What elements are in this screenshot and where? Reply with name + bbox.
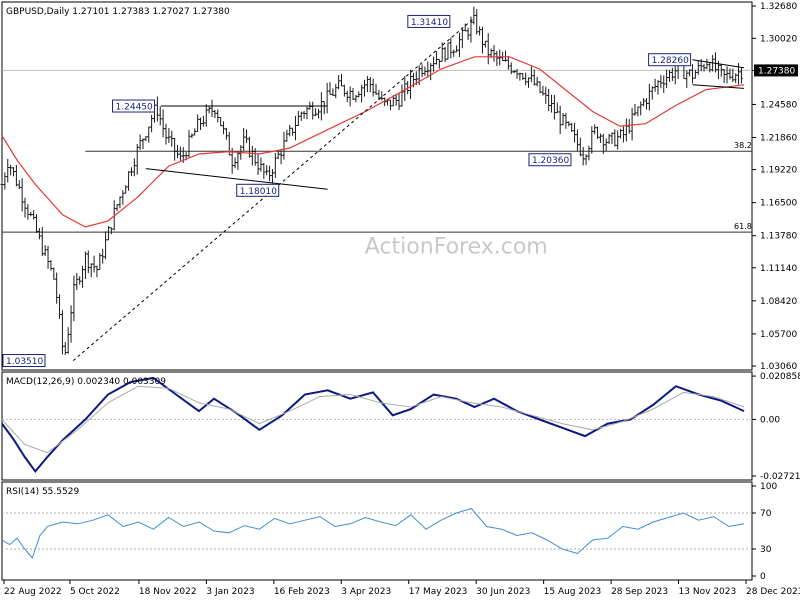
price-ytick-label: 1.19220 [760, 166, 797, 176]
macd-ytick-label: 0.020858 [760, 372, 800, 382]
price-ytick-label: 1.08420 [760, 297, 797, 307]
macd-ytick-label: 0.00 [760, 415, 780, 425]
x-tick-label: 15 Aug 2023 [544, 587, 602, 597]
watermark: ActionForex.com [365, 235, 548, 260]
macd-series-line [1, 385, 745, 454]
rsi-ytick-label: 30 [760, 545, 772, 555]
price-ytick-label: 1.13780 [760, 232, 797, 242]
x-tick-label: 28 Dec 2023 [746, 587, 800, 597]
chart-header: GBPUSD,Daily 1.27101 1.27383 1.27027 1.2… [6, 7, 230, 17]
x-tick-label: 16 Feb 2023 [274, 587, 330, 597]
fib-level-label: 38.2 [734, 141, 752, 150]
triangle-lower-line [692, 84, 745, 89]
price-ytick-label: 1.30020 [760, 34, 797, 44]
rsi-ytick-label: 100 [760, 482, 777, 492]
current-price-label: 1.27380 [758, 66, 795, 76]
macd-panel-frame [1, 371, 753, 481]
price-ytick-label: 1.11140 [760, 264, 797, 274]
annotation-label: 1.28260 [652, 56, 689, 66]
x-tick-label: 17 May 2023 [409, 587, 468, 597]
rsi-series-line [1, 507, 745, 559]
annotation-box [112, 99, 156, 113]
price-panel-frame [1, 1, 753, 371]
price-ytick-label: 1.03060 [760, 362, 797, 372]
annotation-label: 1.18010 [240, 187, 277, 197]
rsi-ytick-label: 70 [760, 509, 772, 519]
price-ytick-label: 1.32680 [760, 2, 797, 12]
x-tick-label: 22 Aug 2022 [4, 587, 62, 597]
annotation-box [648, 53, 692, 67]
x-tick-label: 28 Sep 2023 [611, 587, 668, 597]
x-tick-label: 18 Nov 2022 [139, 587, 197, 597]
price-ytick-label: 1.21860 [760, 134, 797, 144]
current-price-badge [754, 64, 798, 77]
triangle-upper-line [692, 59, 745, 69]
rsi-panel-frame [1, 481, 753, 581]
x-tick-label: 30 Jun 2023 [476, 587, 530, 597]
price-ytick-label: 1.24580 [760, 100, 797, 110]
annotation-box [236, 183, 280, 197]
support-line [145, 168, 328, 190]
annotation-box [528, 153, 572, 167]
annotation-box [407, 14, 451, 28]
annotation-box [2, 354, 46, 368]
fib-level-label: 61.8 [734, 222, 752, 231]
annotation-label: 1.24450 [116, 103, 153, 113]
macd-ytick-label: -0.027213 [760, 472, 800, 482]
macd-title: MACD(12,26,9) 0.002340 0.003309 [6, 377, 166, 387]
annotation-label: 1.31410 [411, 18, 448, 28]
price-ytick-label: 1.05700 [760, 330, 797, 340]
price-ytick-label: 1.16500 [760, 199, 797, 209]
rsi-title: RSI(14) 55.5529 [6, 487, 79, 497]
x-tick-label: 3 Jan 2023 [206, 587, 254, 597]
annotation-label: 1.03510 [6, 357, 43, 367]
rising-trendline [72, 17, 475, 362]
x-tick-label: 3 Apr 2023 [341, 587, 391, 597]
annotation-label: 1.20360 [532, 156, 569, 166]
x-tick-label: 13 Nov 2023 [679, 587, 737, 597]
x-tick-label: 5 Oct 2022 [70, 587, 120, 597]
moving-average-line [1, 56, 745, 228]
macd-series-line [1, 376, 745, 474]
rsi-ytick-label: 0 [760, 572, 766, 582]
